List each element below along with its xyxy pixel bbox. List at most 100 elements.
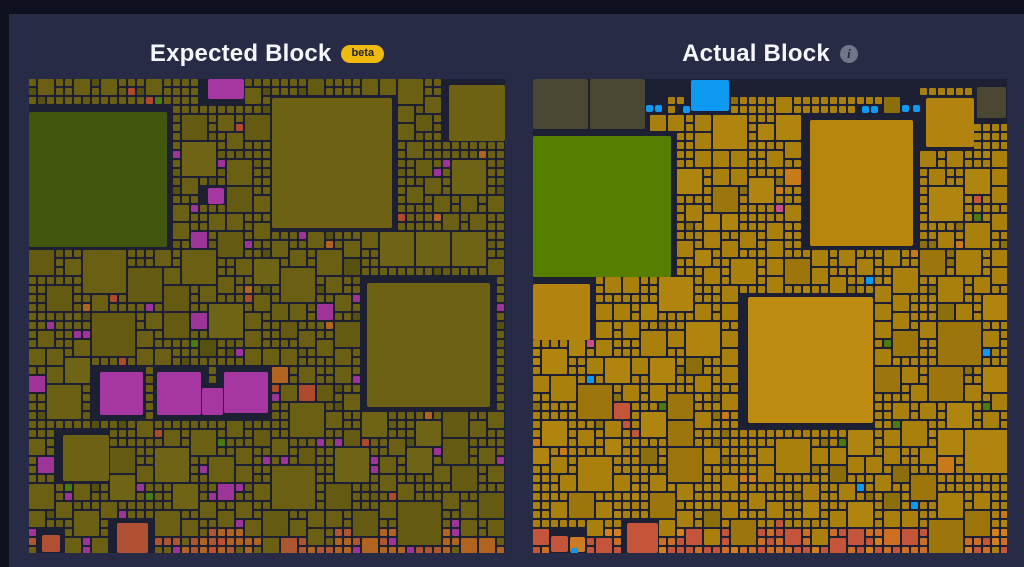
tx-square[interactable] [263,448,270,455]
tx-square[interactable] [614,475,630,491]
tx-square[interactable] [254,466,261,473]
tx-square[interactable] [695,304,711,320]
tx-square[interactable] [488,250,495,257]
tx-square[interactable] [200,502,216,518]
tx-square[interactable] [875,250,882,257]
tx-square[interactable] [614,349,621,356]
tx-square[interactable] [830,511,846,527]
tx-square[interactable] [713,376,720,383]
tx-square[interactable] [38,457,54,473]
tx-square[interactable] [749,430,756,437]
expected-block-treemap[interactable] [29,79,505,553]
tx-square[interactable] [722,259,729,266]
tx-square[interactable] [326,448,333,455]
tx-square[interactable] [686,142,693,149]
tx-square[interactable] [596,340,612,356]
tx-square[interactable] [839,502,846,509]
tx-square[interactable] [722,214,738,230]
tx-square[interactable] [218,430,225,437]
tx-square[interactable] [173,205,189,221]
tx-square[interactable] [281,88,288,95]
tx-square[interactable] [542,394,549,401]
tx-square[interactable] [479,448,495,464]
tx-square[interactable] [299,448,315,464]
tx-square[interactable] [191,79,198,86]
tx-square[interactable] [713,304,720,311]
tx-square[interactable] [749,475,756,482]
tx-square[interactable] [101,520,108,527]
tx-square[interactable] [587,421,594,428]
tx-square[interactable] [299,547,306,553]
tx-square[interactable] [641,286,648,293]
tx-square[interactable] [866,538,873,545]
tx-square[interactable] [704,268,720,284]
tx-square[interactable] [767,169,774,176]
tx-square[interactable] [785,547,792,553]
tx-square[interactable] [776,205,783,212]
tx-square[interactable] [245,439,252,446]
tx-square[interactable] [182,511,189,518]
tx-square[interactable] [713,394,720,401]
tx-square[interactable] [920,538,927,545]
tx-square[interactable] [128,358,135,365]
tx-square[interactable] [110,304,117,311]
tx-square[interactable] [632,313,639,320]
tx-square[interactable] [407,421,414,428]
tx-square[interactable] [479,538,495,553]
tx-square[interactable] [731,430,738,437]
tx-square[interactable] [398,430,405,437]
tx-square[interactable] [317,277,324,284]
tx-square[interactable] [92,502,99,509]
tx-square[interactable] [353,502,360,509]
tx-square[interactable] [182,547,189,553]
tx-square[interactable] [416,133,423,140]
tx-square[interactable] [488,241,495,248]
tx-square[interactable] [632,457,639,464]
tx-square[interactable] [875,502,882,509]
tx-square[interactable] [191,511,198,518]
tx-square[interactable] [137,421,153,437]
tx-square[interactable] [308,259,315,266]
tx-square[interactable] [794,484,801,491]
tx-square[interactable] [749,466,756,473]
tx-square[interactable] [398,484,414,500]
tx-square[interactable] [857,250,864,257]
tx-square[interactable] [146,367,153,374]
tx-square[interactable] [398,205,405,212]
tx-square[interactable] [308,547,315,553]
tx-square[interactable] [704,295,711,302]
tx-square-large[interactable] [100,372,143,415]
tx-square[interactable] [164,484,171,491]
tx-square[interactable] [749,142,756,149]
tx-square[interactable] [686,259,693,266]
tx-square[interactable] [713,493,720,500]
tx-square[interactable] [47,97,54,104]
tx-square[interactable] [317,493,324,500]
tx-square[interactable] [380,547,387,553]
tx-square[interactable] [983,160,990,167]
tx-square[interactable] [929,277,936,284]
tx-square[interactable] [245,430,252,437]
tx-square[interactable] [623,349,630,356]
tx-square[interactable] [857,475,864,482]
tx-square[interactable] [47,520,54,527]
tx-square[interactable] [641,439,648,446]
tx-square[interactable] [533,340,540,347]
tx-square[interactable] [938,88,945,95]
tx-square[interactable] [281,412,288,419]
tx-square[interactable] [794,241,801,248]
tx-square-large[interactable] [627,523,658,553]
tx-square[interactable] [992,493,999,500]
tx-square[interactable] [533,358,540,365]
tx-square[interactable] [560,340,567,347]
tx-square[interactable] [704,439,711,446]
tx-square[interactable] [848,475,855,482]
tx-square[interactable] [740,484,747,491]
tx-square[interactable] [182,250,216,284]
tx-square[interactable] [938,412,945,419]
tx-square[interactable] [641,304,657,320]
tx-square[interactable] [758,448,774,464]
tx-square[interactable] [146,511,153,518]
tx-square[interactable] [362,268,369,275]
tx-square[interactable] [929,169,945,185]
